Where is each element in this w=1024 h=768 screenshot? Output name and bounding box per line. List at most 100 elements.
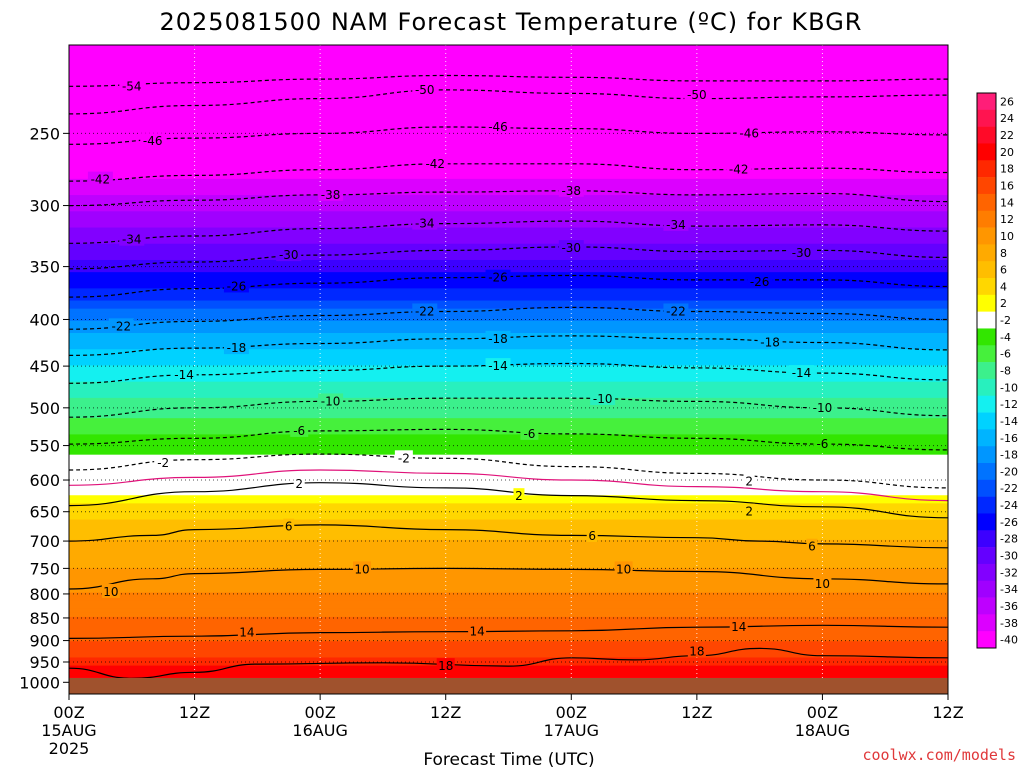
isotherm--18 bbox=[69, 335, 948, 356]
heatmap-band bbox=[69, 345, 948, 350]
heatmap-band bbox=[69, 191, 948, 196]
contour-label: 10 bbox=[103, 585, 118, 599]
contour-label: 14 bbox=[469, 625, 484, 639]
contour-label-bg bbox=[513, 488, 525, 503]
heatmap-band bbox=[69, 665, 948, 671]
isotherm--38 bbox=[69, 190, 948, 207]
y-tick-label: 750 bbox=[29, 559, 60, 578]
contour-label-bg bbox=[747, 274, 773, 289]
heatmap-band bbox=[69, 81, 948, 87]
colorbar-label: 20 bbox=[1000, 146, 1014, 159]
contour-label-bg bbox=[485, 118, 511, 133]
heatmap-band bbox=[69, 515, 948, 521]
heatmap-band bbox=[69, 320, 948, 326]
heatmap-band bbox=[69, 406, 948, 411]
colorbar-swatch bbox=[977, 429, 996, 447]
colorbar-swatch bbox=[977, 580, 996, 598]
contour-label-bg bbox=[757, 334, 783, 349]
heatmap-band bbox=[69, 397, 948, 403]
colorbar-label: -18 bbox=[1000, 449, 1018, 462]
colorbar-label: -22 bbox=[1000, 482, 1018, 495]
heatmap-band bbox=[69, 211, 948, 216]
heatmap-band bbox=[69, 527, 948, 533]
contour-label-bg bbox=[290, 422, 309, 437]
contour-label: -34 bbox=[666, 218, 686, 232]
heatmap-band bbox=[69, 608, 948, 614]
heatmap-band bbox=[69, 89, 948, 95]
heatmap-band bbox=[69, 552, 948, 557]
x-tick-label: 17AUG bbox=[544, 721, 599, 740]
contour-label: 2 bbox=[295, 477, 303, 491]
contour-label: 18 bbox=[438, 659, 453, 673]
heatmap-band bbox=[69, 523, 948, 529]
chart-title: 2025081500 NAM Forecast Temperature (ºC)… bbox=[160, 8, 863, 36]
colorbar-label: 12 bbox=[1000, 213, 1014, 226]
contour-label-bg bbox=[743, 503, 755, 518]
heatmap-band bbox=[69, 101, 948, 107]
heatmap-band bbox=[69, 442, 948, 448]
heatmap-band bbox=[69, 186, 948, 192]
heatmap-band bbox=[69, 483, 948, 488]
x-tick-label: 00Z bbox=[556, 703, 587, 722]
contour-label-bg bbox=[394, 450, 413, 465]
heatmap-band bbox=[69, 223, 948, 229]
y-tick-label: 700 bbox=[29, 532, 60, 551]
heatmap-band bbox=[69, 239, 948, 245]
heatmap-band bbox=[69, 65, 948, 70]
contour-label-bg bbox=[813, 575, 832, 590]
contour-label-bg bbox=[663, 303, 689, 318]
contour-label: -30 bbox=[561, 241, 581, 255]
colorbar-swatch bbox=[977, 614, 996, 632]
isotherm--26 bbox=[69, 274, 948, 298]
heatmap-band bbox=[69, 61, 948, 66]
heatmap-band bbox=[69, 669, 948, 675]
contour-label: 2 bbox=[515, 489, 523, 503]
contour-label-bg bbox=[318, 186, 344, 201]
ground-surface bbox=[69, 678, 948, 694]
heatmap-band bbox=[69, 584, 948, 590]
heatmap-band bbox=[69, 470, 948, 476]
heatmap-band bbox=[69, 284, 948, 289]
heatmap-band bbox=[69, 73, 948, 79]
contour-label: -50 bbox=[687, 88, 707, 102]
heatmap-band bbox=[69, 499, 948, 504]
contour-label-bg bbox=[223, 340, 249, 355]
contour-label-bg bbox=[468, 623, 487, 638]
heatmap-band bbox=[69, 251, 948, 257]
contour-label: 14 bbox=[731, 620, 746, 634]
heatmap-band bbox=[69, 324, 948, 330]
heatmap-band bbox=[69, 458, 948, 464]
contour-label-bg bbox=[412, 215, 438, 230]
isotherm--42 bbox=[69, 163, 948, 182]
heatmap-band bbox=[69, 389, 948, 395]
contour-label: -26 bbox=[488, 271, 508, 285]
heatmap-band bbox=[69, 410, 948, 415]
contour-label: 2 bbox=[745, 505, 753, 519]
heatmap-band bbox=[69, 649, 948, 655]
isotherm-contours: -54 -50 -50 -46 -46 -46 -42 -42 -42 -38 -38 -34 -34 -… bbox=[69, 74, 948, 679]
contour-label: -30 bbox=[792, 246, 812, 260]
x-tick-label: 12Z bbox=[179, 703, 210, 722]
contour-label: -26 bbox=[750, 275, 770, 289]
heatmap-band bbox=[69, 547, 948, 553]
heatmap-band bbox=[69, 381, 948, 387]
contour-label-bg bbox=[485, 358, 511, 373]
isotherm--2 bbox=[69, 453, 948, 489]
heatmap-band bbox=[69, 556, 948, 561]
colorbar-swatch bbox=[977, 513, 996, 531]
heatmap-band bbox=[69, 109, 948, 115]
heatmap-band bbox=[69, 653, 948, 659]
colorbar-swatch bbox=[977, 109, 996, 127]
contour-label: -34 bbox=[415, 217, 435, 231]
contour-label-bg bbox=[119, 78, 145, 93]
heatmap-band bbox=[69, 207, 948, 212]
contour-label-bg bbox=[108, 318, 134, 333]
heatmap-band bbox=[69, 247, 948, 253]
contour-label-bg bbox=[422, 155, 448, 170]
contour-label-bg bbox=[412, 81, 438, 96]
contour-label-bg bbox=[729, 619, 748, 634]
colorbar-swatch bbox=[977, 463, 996, 481]
colorbar-label: 6 bbox=[1000, 264, 1007, 277]
isotherm-10 bbox=[69, 567, 948, 590]
colorbar-swatch bbox=[977, 160, 996, 178]
